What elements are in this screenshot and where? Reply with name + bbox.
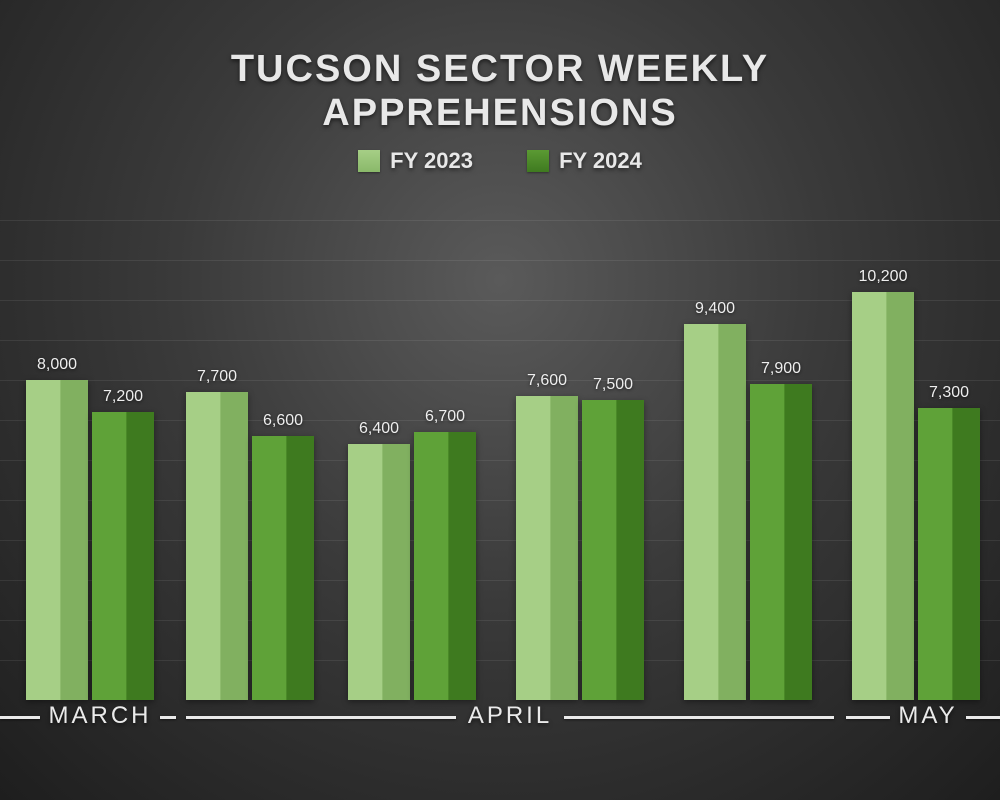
bar-value-label: 7,200 <box>92 388 154 406</box>
bar-value-label: 9,400 <box>684 300 746 318</box>
bar-fy2024-4: 7,900 <box>750 384 812 700</box>
title-line-2: APPREHENSIONS <box>322 92 677 134</box>
bar-value-label: 7,900 <box>750 360 812 378</box>
xaxis-segment <box>846 716 890 719</box>
bars-container: 8,0007,2007,7006,6006,4006,7007,6007,500… <box>0 200 1000 700</box>
bar-value-label: 6,700 <box>414 408 476 426</box>
legend-item-fy2023: FY 2023 <box>358 148 473 174</box>
bar-fy2023-2: 6,400 <box>348 444 410 700</box>
bar-value-label: 7,600 <box>516 372 578 390</box>
bar-fy2024-3: 7,500 <box>582 400 644 700</box>
legend-swatch-fy2023 <box>358 150 380 172</box>
legend-label-fy2023: FY 2023 <box>390 148 473 174</box>
legend-item-fy2024: FY 2024 <box>527 148 642 174</box>
legend-swatch-fy2024 <box>527 150 549 172</box>
bar-fy2023-0: 8,000 <box>26 380 88 700</box>
bar-fy2023-5: 10,200 <box>852 292 914 700</box>
xaxis-label-may: MAY <box>890 702 966 730</box>
bar-value-label: 8,000 <box>26 356 88 374</box>
x-axis: MARCH APRIL MAY <box>0 702 1000 742</box>
bar-value-label: 6,600 <box>252 412 314 430</box>
xaxis-segment <box>966 716 1000 719</box>
chart-plot-area: 8,0007,2007,7006,6006,4006,7007,6007,500… <box>0 200 1000 700</box>
bar-fy2024-0: 7,200 <box>92 412 154 700</box>
chart-legend: FY 2023 FY 2024 <box>0 148 1000 178</box>
bar-value-label: 7,500 <box>582 376 644 394</box>
bar-fy2023-3: 7,600 <box>516 396 578 700</box>
bar-value-label: 10,200 <box>852 268 914 286</box>
bar-fy2024-1: 6,600 <box>252 436 314 700</box>
xaxis-segment <box>186 716 456 719</box>
bar-fy2023-1: 7,700 <box>186 392 248 700</box>
xaxis-segment <box>564 716 834 719</box>
bar-fy2023-4: 9,400 <box>684 324 746 700</box>
title-line-1: TUCSON SECTOR WEEKLY <box>231 48 769 90</box>
bar-fy2024-5: 7,300 <box>918 408 980 700</box>
xaxis-segment <box>160 716 176 719</box>
bar-value-label: 7,300 <box>918 384 980 402</box>
xaxis-segment <box>0 716 40 719</box>
chart-title: TUCSON SECTOR WEEKLY APPREHENSIONS <box>0 48 1000 135</box>
bar-fy2024-2: 6,700 <box>414 432 476 700</box>
bar-value-label: 6,400 <box>348 420 410 438</box>
legend-label-fy2024: FY 2024 <box>559 148 642 174</box>
xaxis-label-april: APRIL <box>456 702 564 730</box>
bar-value-label: 7,700 <box>186 368 248 386</box>
xaxis-label-march: MARCH <box>40 702 160 730</box>
